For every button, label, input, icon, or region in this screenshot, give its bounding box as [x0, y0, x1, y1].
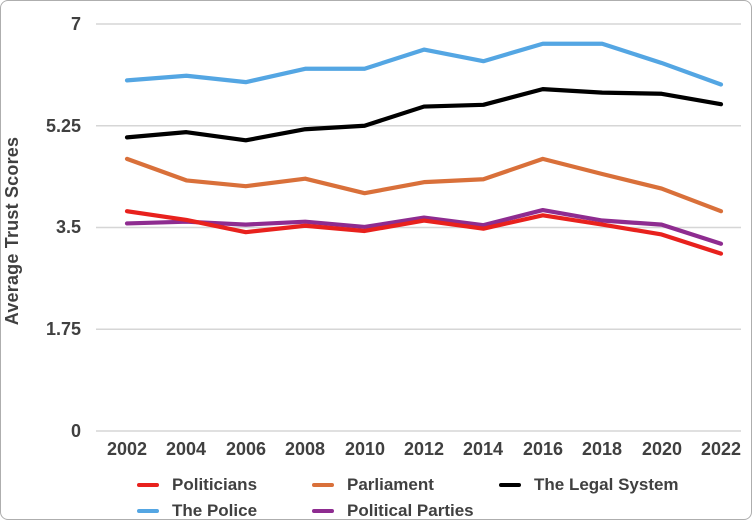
x-tick-label: 2004 [165, 439, 207, 459]
x-tick-label: 2006 [225, 439, 267, 459]
legend-item-police: The Police [137, 499, 258, 520]
x-tick-label: 2002 [106, 439, 148, 459]
x-tick-label: 2012 [403, 439, 445, 459]
series-line-politicians [124, 209, 724, 256]
y-tick-label: 1.75 [45, 319, 81, 339]
y-tick-label: 0 [70, 421, 81, 441]
x-tick-label: 2008 [284, 439, 326, 459]
legend-label: Political Parties [347, 501, 474, 520]
series-line-the-police [124, 41, 724, 87]
police-line-swatch [137, 509, 159, 513]
y-tick-label: 7 [70, 14, 81, 34]
political-parties-line-swatch [312, 509, 334, 513]
x-tick-label: 2020 [641, 439, 683, 459]
legend-item-legal-system: The Legal System [499, 473, 679, 497]
x-tick-label: 2010 [344, 439, 386, 459]
legend-item-parliament: Parliament [312, 473, 434, 497]
x-tick-label: 2022 [700, 439, 742, 459]
series-line-the-legal-system [124, 87, 724, 143]
x-tick-label: 2016 [522, 439, 564, 459]
legend-label: Parliament [347, 475, 434, 494]
series-line-parliament [124, 156, 724, 214]
legal-system-line-swatch [499, 483, 521, 487]
series-line-political-parties [124, 207, 724, 246]
politicians-line-swatch [137, 483, 159, 487]
x-tick-label: 2014 [462, 439, 504, 459]
y-tick-label: 5.25 [45, 116, 81, 136]
legend-item-political-parties: Political Parties [312, 499, 474, 520]
y-tick-label: 3.5 [55, 217, 81, 237]
legend-label: The Legal System [534, 475, 679, 494]
legend-label: The Police [172, 501, 258, 520]
parliament-line-swatch [312, 483, 334, 487]
legend-item-politicians: Politicians [137, 473, 257, 497]
legend-label: Politicians [172, 475, 258, 494]
x-tick-label: 2018 [581, 439, 623, 459]
